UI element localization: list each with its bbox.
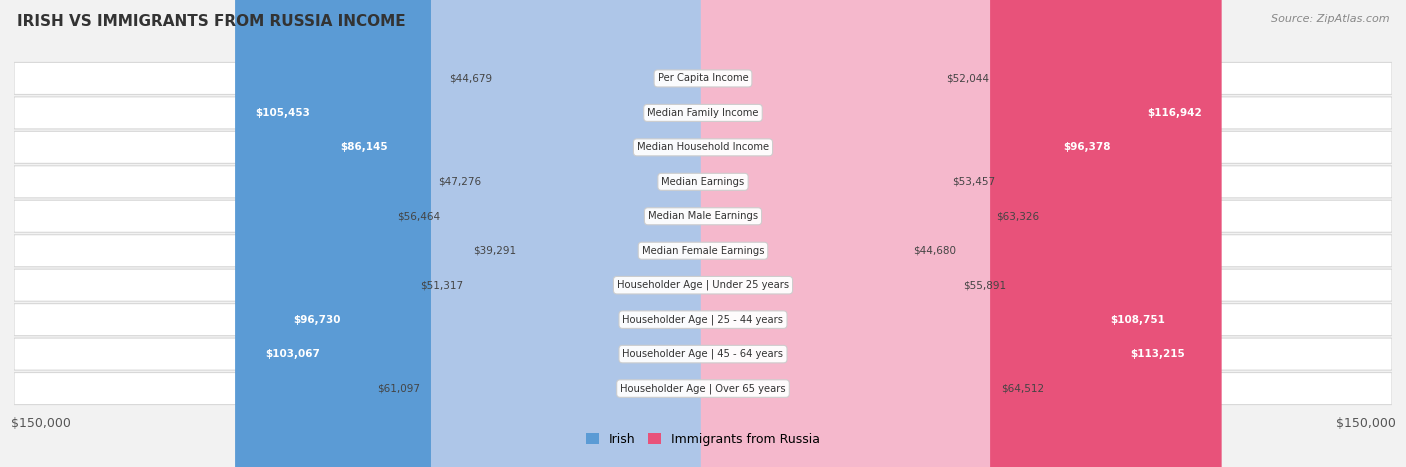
FancyBboxPatch shape (700, 0, 935, 467)
FancyBboxPatch shape (700, 0, 1205, 467)
FancyBboxPatch shape (700, 0, 941, 467)
Text: $53,457: $53,457 (952, 177, 995, 187)
FancyBboxPatch shape (235, 0, 706, 467)
FancyBboxPatch shape (14, 269, 1392, 301)
Text: $113,215: $113,215 (1130, 349, 1185, 359)
FancyBboxPatch shape (14, 200, 1392, 232)
FancyBboxPatch shape (474, 0, 706, 467)
Text: Householder Age | Over 65 years: Householder Age | Over 65 years (620, 383, 786, 394)
FancyBboxPatch shape (432, 0, 706, 467)
Text: Householder Age | Under 25 years: Householder Age | Under 25 years (617, 280, 789, 290)
Text: Median Earnings: Median Earnings (661, 177, 745, 187)
FancyBboxPatch shape (527, 0, 706, 467)
FancyBboxPatch shape (274, 0, 706, 467)
Text: $64,512: $64,512 (1001, 383, 1045, 394)
FancyBboxPatch shape (246, 0, 706, 467)
FancyBboxPatch shape (700, 0, 1222, 467)
FancyBboxPatch shape (700, 0, 952, 467)
FancyBboxPatch shape (700, 0, 903, 467)
Text: $116,942: $116,942 (1147, 108, 1202, 118)
Text: $39,291: $39,291 (472, 246, 516, 256)
Text: Householder Age | 25 - 44 years: Householder Age | 25 - 44 years (623, 314, 783, 325)
Text: Median Male Earnings: Median Male Earnings (648, 211, 758, 221)
Text: Per Capita Income: Per Capita Income (658, 73, 748, 84)
FancyBboxPatch shape (503, 0, 706, 467)
Text: $96,730: $96,730 (294, 315, 342, 325)
Text: Householder Age | 45 - 64 years: Householder Age | 45 - 64 years (623, 349, 783, 359)
FancyBboxPatch shape (451, 0, 706, 467)
FancyBboxPatch shape (14, 97, 1392, 129)
FancyBboxPatch shape (700, 0, 984, 467)
Text: Median Household Income: Median Household Income (637, 142, 769, 152)
Text: Median Family Income: Median Family Income (647, 108, 759, 118)
FancyBboxPatch shape (321, 0, 706, 467)
Legend: Irish, Immigrants from Russia: Irish, Immigrants from Russia (582, 428, 824, 451)
Text: $52,044: $52,044 (946, 73, 988, 84)
Text: Source: ZipAtlas.com: Source: ZipAtlas.com (1271, 14, 1389, 24)
FancyBboxPatch shape (700, 0, 990, 467)
Text: $63,326: $63,326 (995, 211, 1039, 221)
Text: Median Female Earnings: Median Female Earnings (641, 246, 765, 256)
FancyBboxPatch shape (14, 131, 1392, 163)
FancyBboxPatch shape (700, 0, 1130, 467)
FancyBboxPatch shape (14, 304, 1392, 336)
FancyBboxPatch shape (14, 63, 1392, 94)
Text: $44,680: $44,680 (914, 246, 956, 256)
Text: $51,317: $51,317 (420, 280, 463, 290)
Text: IRISH VS IMMIGRANTS FROM RUSSIA INCOME: IRISH VS IMMIGRANTS FROM RUSSIA INCOME (17, 14, 405, 29)
Text: $103,067: $103,067 (266, 349, 321, 359)
FancyBboxPatch shape (14, 235, 1392, 267)
Text: $61,097: $61,097 (377, 383, 420, 394)
Text: $56,464: $56,464 (398, 211, 440, 221)
Text: $47,276: $47,276 (437, 177, 481, 187)
FancyBboxPatch shape (14, 338, 1392, 370)
FancyBboxPatch shape (700, 0, 1185, 467)
Text: $96,378: $96,378 (1063, 142, 1111, 152)
Text: $105,453: $105,453 (254, 108, 309, 118)
Text: $55,891: $55,891 (963, 280, 1007, 290)
FancyBboxPatch shape (14, 373, 1392, 404)
Text: $44,679: $44,679 (450, 73, 492, 84)
Text: $86,145: $86,145 (340, 142, 388, 152)
FancyBboxPatch shape (14, 166, 1392, 198)
Text: $108,751: $108,751 (1111, 315, 1166, 325)
FancyBboxPatch shape (492, 0, 706, 467)
